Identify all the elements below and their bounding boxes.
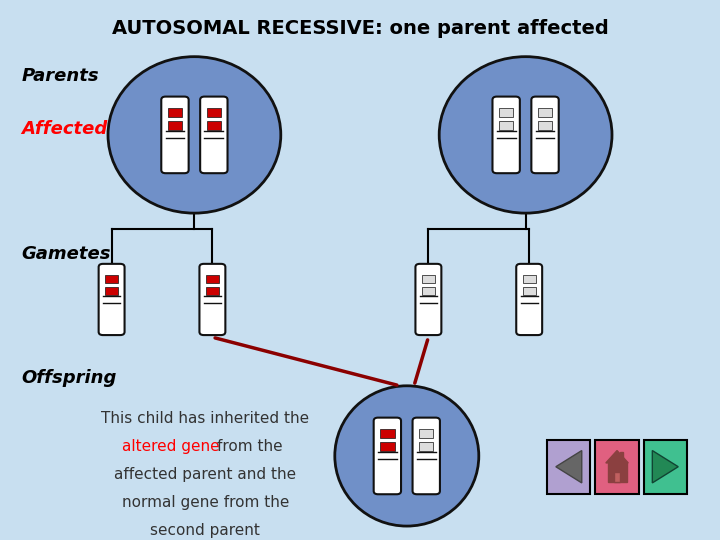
Bar <box>105 287 118 295</box>
Text: second parent: second parent <box>150 523 260 538</box>
Bar <box>499 108 513 117</box>
Bar <box>422 287 435 295</box>
Bar <box>206 274 219 283</box>
Bar <box>207 108 221 117</box>
Bar <box>621 452 623 461</box>
FancyBboxPatch shape <box>161 97 189 173</box>
FancyBboxPatch shape <box>199 264 225 335</box>
Bar <box>206 287 219 295</box>
Bar <box>168 108 182 117</box>
Text: Gametes: Gametes <box>22 245 111 262</box>
Text: affected parent and the: affected parent and the <box>114 467 296 482</box>
FancyBboxPatch shape <box>516 264 542 335</box>
FancyBboxPatch shape <box>531 97 559 173</box>
Polygon shape <box>606 450 629 463</box>
Polygon shape <box>556 450 582 483</box>
Bar <box>608 463 626 482</box>
Bar <box>422 274 435 283</box>
Text: Offspring: Offspring <box>22 369 117 387</box>
FancyBboxPatch shape <box>413 417 440 494</box>
FancyBboxPatch shape <box>200 97 228 173</box>
Polygon shape <box>652 450 678 483</box>
Bar <box>523 287 536 295</box>
Ellipse shape <box>335 386 479 526</box>
Text: normal gene from the: normal gene from the <box>122 495 289 510</box>
Bar <box>547 440 590 494</box>
FancyBboxPatch shape <box>374 417 401 494</box>
Bar <box>207 121 221 130</box>
Text: Affected: Affected <box>22 120 108 138</box>
Text: Parents: Parents <box>22 66 99 85</box>
Bar <box>380 429 395 438</box>
Ellipse shape <box>439 57 612 213</box>
Bar <box>168 121 182 130</box>
FancyBboxPatch shape <box>492 97 520 173</box>
Text: altered gene: altered gene <box>122 438 220 454</box>
Text: This child has inherited the: This child has inherited the <box>101 410 310 426</box>
Text: AUTOSOMAL RECESSIVE: one parent affected: AUTOSOMAL RECESSIVE: one parent affected <box>112 19 608 38</box>
FancyBboxPatch shape <box>415 264 441 335</box>
FancyBboxPatch shape <box>99 264 125 335</box>
Bar <box>614 472 620 482</box>
Bar <box>105 274 118 283</box>
Bar <box>538 121 552 130</box>
Bar <box>595 440 639 494</box>
Bar <box>499 121 513 130</box>
Bar <box>419 429 433 438</box>
Bar <box>523 274 536 283</box>
Bar <box>380 442 395 451</box>
Bar <box>538 108 552 117</box>
Text: from the: from the <box>217 438 283 454</box>
Bar <box>419 442 433 451</box>
Ellipse shape <box>108 57 281 213</box>
Bar <box>644 440 687 494</box>
